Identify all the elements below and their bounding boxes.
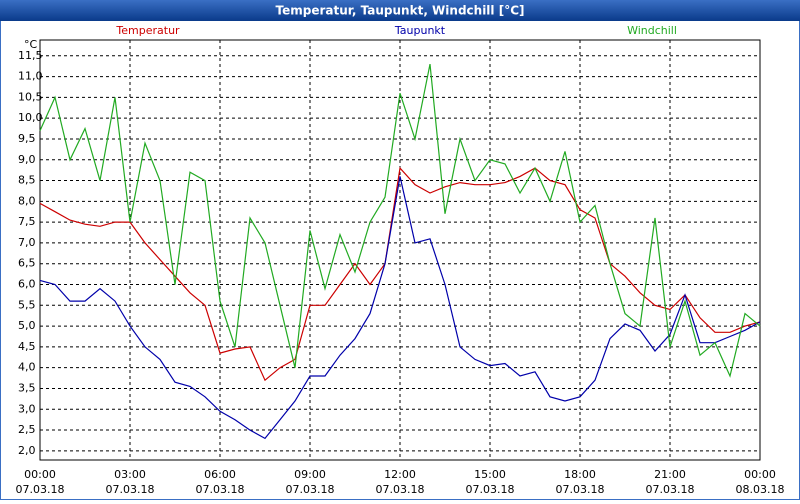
- y-tick-label: 9,5: [18, 132, 36, 145]
- x-tick-label: 12:00: [384, 468, 416, 481]
- x-tick-label: 06:00: [204, 468, 236, 481]
- title-bar: [0, 0, 800, 21]
- y-tick-label: 8,0: [18, 194, 36, 207]
- legend-entry: Taupunkt: [394, 24, 446, 37]
- y-tick-label: 10,0: [18, 111, 43, 124]
- y-unit: °C: [24, 38, 38, 51]
- series-line: [39, 176, 761, 440]
- x-tick-date: 07.03.18: [16, 483, 65, 496]
- y-tick-label: 11,5: [18, 49, 43, 62]
- x-tick-date: 07.03.18: [376, 483, 425, 496]
- legend-entry: Windchill: [627, 24, 677, 37]
- series-line: [39, 166, 761, 382]
- x-tick-label: 18:00: [564, 468, 596, 481]
- y-tick-label: 7,0: [18, 236, 36, 249]
- y-tick-label: 2,5: [18, 423, 36, 436]
- x-tick-label: 00:00: [744, 468, 776, 481]
- x-tick-label: 21:00: [654, 468, 686, 481]
- y-tick-label: 4,0: [18, 361, 36, 374]
- y-tick-label: 2,0: [18, 444, 36, 457]
- y-tick-label: 9,0: [18, 153, 36, 166]
- x-tick-label: 00:00: [24, 468, 56, 481]
- x-tick-date: 07.03.18: [286, 483, 335, 496]
- x-tick-label: 09:00: [294, 468, 326, 481]
- y-tick-label: 3,5: [18, 381, 36, 394]
- y-tick-label: 11,0: [18, 70, 43, 83]
- legend-entry: Temperatur: [115, 24, 180, 37]
- y-tick-label: 6,5: [18, 257, 36, 270]
- y-tick-label: 7,5: [18, 215, 36, 228]
- y-tick-label: 3,0: [18, 402, 36, 415]
- x-tick-date: 07.03.18: [556, 483, 605, 496]
- y-tick-label: 6,0: [18, 278, 36, 291]
- y-tick-label: 5,0: [18, 319, 36, 332]
- series-line: [39, 63, 761, 378]
- x-tick-date: 07.03.18: [646, 483, 695, 496]
- y-tick-label: 5,5: [18, 298, 36, 311]
- x-tick-date: 07.03.18: [196, 483, 245, 496]
- y-tick-label: 10,5: [18, 90, 43, 103]
- x-tick-date: 07.03.18: [106, 483, 155, 496]
- x-tick-date: 08.03.18: [736, 483, 785, 496]
- chart-title: Temperatur, Taupunkt, Windchill [°C]: [276, 4, 525, 18]
- x-tick-label: 15:00: [474, 468, 506, 481]
- x-tick-date: 07.03.18: [466, 483, 515, 496]
- y-tick-label: 8,5: [18, 174, 36, 187]
- x-tick-label: 03:00: [114, 468, 146, 481]
- y-tick-label: 4,5: [18, 340, 36, 353]
